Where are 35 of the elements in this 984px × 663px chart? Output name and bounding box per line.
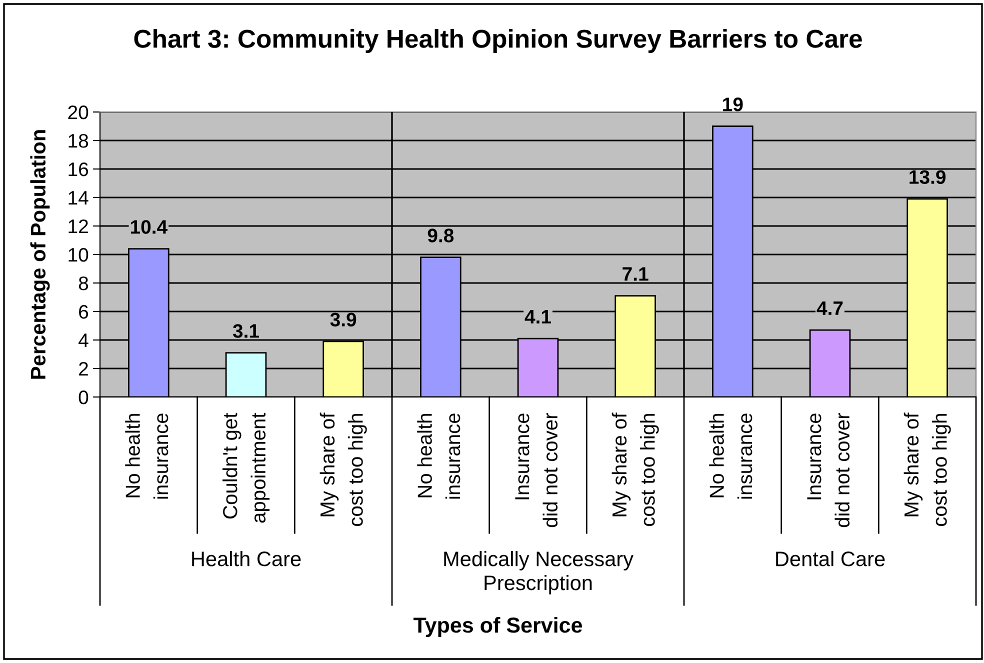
data-label: 13.9 [910,170,946,184]
data-label: 7.1 [622,267,648,281]
y-tick-label: 12 [68,219,88,234]
data-label: 3.9 [330,312,356,326]
data-label: 3.1 [232,324,259,338]
x-tick-label: No health insurance [417,414,460,499]
x-tick-label: My share of cost too high [612,412,659,526]
x-tick-label: My share of cost too high [320,412,367,526]
text: Health Care [192,551,301,566]
x-tick-label: Insurance did not cover [807,413,850,528]
y-tick-label: 8 [78,276,88,290]
data-label: 9.8 [428,228,454,242]
x-tick-label: Couldn't get appointment [222,412,270,523]
y-axis-title: Percentage of Population [30,130,50,379]
y-tick-label: 6 [79,304,88,319]
x-tick-label: No health insurance [125,414,168,499]
text: Medically Necessary Prescription [444,551,634,594]
data-label: 4.7 [816,302,843,315]
y-tick-label: 18 [68,134,88,148]
y-tick-label: 4 [78,334,88,348]
x-tick-label: No health insurance [709,414,752,499]
data-label: 10.4 [130,220,168,234]
y-tick-label: 14 [68,191,88,205]
y-tick-label: 10 [68,248,88,262]
x-tick-label: My share of cost too high [904,412,951,526]
text: Dental Care [776,551,885,566]
x-tick-label: Insurance did not cover [515,413,558,528]
y-tick-label: 0 [78,390,88,404]
y-tick-label: 16 [68,162,88,176]
data-label: 19 [723,98,743,112]
data-label: 4.1 [524,310,551,324]
y-tick-label: 20 [68,105,88,120]
x-axis-title: Types of Service [413,616,582,638]
y-tick-label: 2 [79,362,88,376]
chart-title: Chart 3: Community Health Opinion Survey Barriers to Care [134,29,862,53]
